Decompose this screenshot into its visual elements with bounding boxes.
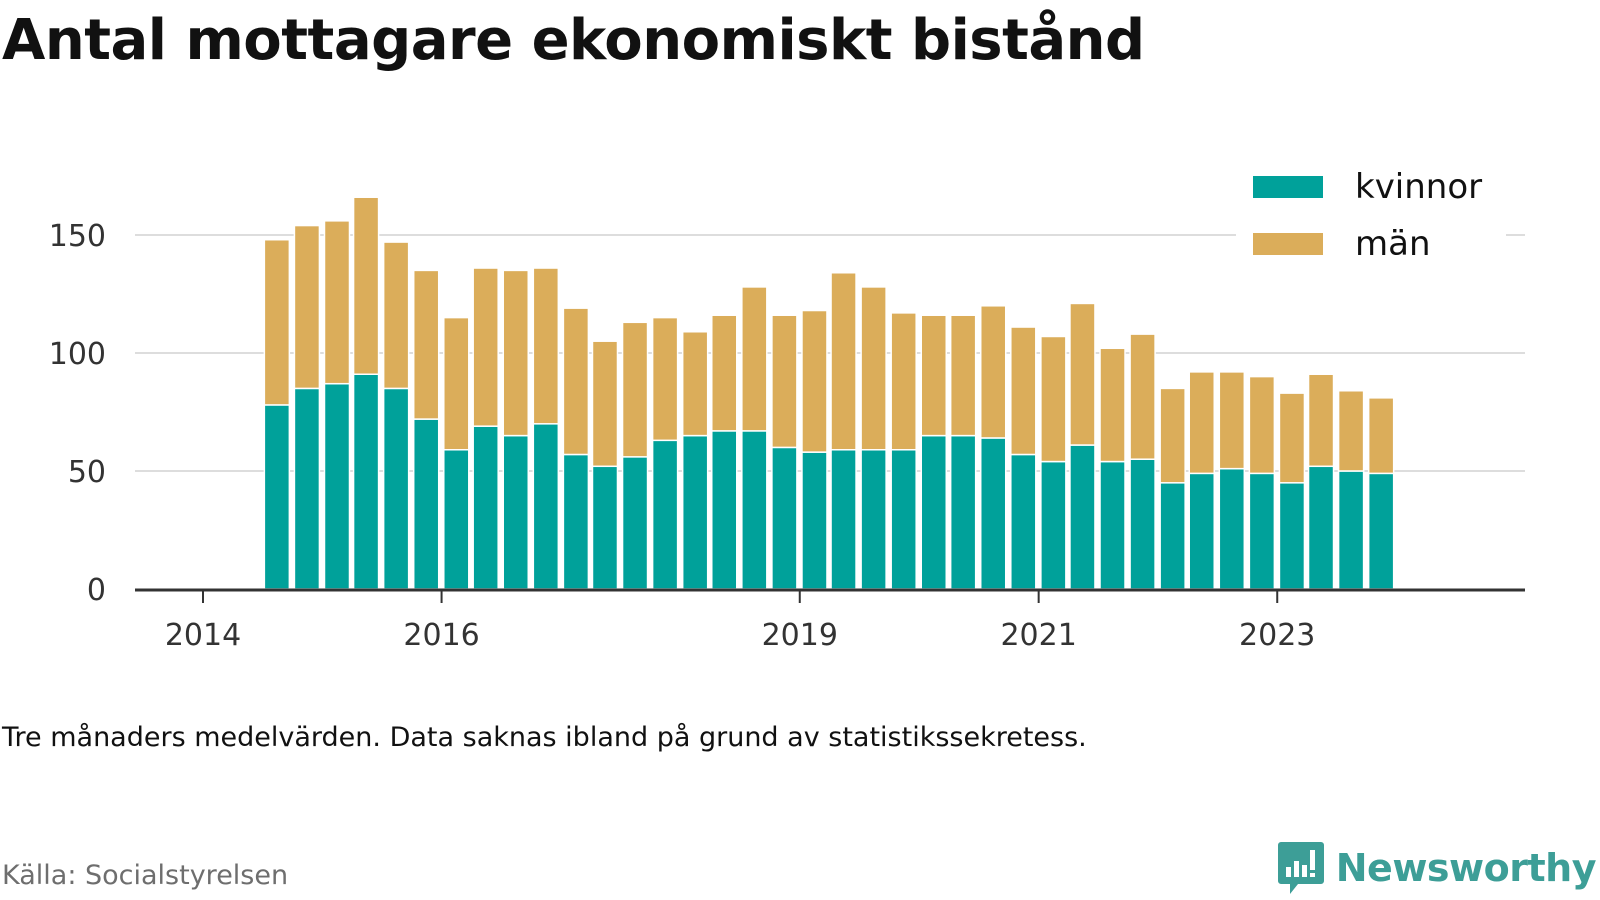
bar-mn-2017-Q2 xyxy=(591,340,619,468)
bar-kvinnor-2017-Q4 xyxy=(651,439,679,590)
bar-mn-2023-Q1 xyxy=(1278,392,1306,484)
bar-kvinnor-2017-Q1 xyxy=(562,453,590,590)
bar-mn-2014-Q4 xyxy=(293,224,321,390)
bar-mn-2021-Q3 xyxy=(1099,347,1126,463)
bar-mn-2019-Q2 xyxy=(830,272,857,451)
chart-note: Tre månaders medelvärden. Data saknas ib… xyxy=(2,722,1087,753)
bar-mn-2023-Q2 xyxy=(1307,373,1335,468)
bar-mn-2017-Q4 xyxy=(651,316,679,442)
bar-kvinnor-2016-Q2 xyxy=(472,425,499,590)
bar-kvinnor-2022-Q3 xyxy=(1218,467,1246,590)
bar-kvinnor-2016-Q3 xyxy=(502,434,530,590)
bar-mn-2022-Q2 xyxy=(1188,371,1215,475)
bar-mn-2022-Q1 xyxy=(1159,387,1186,484)
x-tick-label: 2021 xyxy=(1000,618,1076,653)
bar-mn-2018-Q3 xyxy=(741,286,768,432)
bar-kvinnor-2016-Q4 xyxy=(532,423,560,590)
bar-mn-2021-Q1 xyxy=(1040,335,1067,463)
bar-kvinnor-2021-Q1 xyxy=(1040,460,1067,590)
bar-mn-2020-Q4 xyxy=(1010,326,1037,456)
bar-mn-2020-Q2 xyxy=(949,314,977,437)
brand-logo: Newsworthy xyxy=(1276,838,1597,898)
bars xyxy=(263,196,1395,590)
bar-kvinnor-2015-Q4 xyxy=(412,418,440,590)
bar-mn-2019-Q1 xyxy=(801,309,828,453)
bar-mn-2021-Q4 xyxy=(1129,333,1156,460)
bar-kvinnor-2015-Q2 xyxy=(352,373,380,590)
bar-kvinnor-2020-Q1 xyxy=(920,434,948,590)
bar-mn-2022-Q4 xyxy=(1248,375,1276,475)
bar-kvinnor-2017-Q2 xyxy=(591,465,619,590)
bar-kvinnor-2023-Q1 xyxy=(1278,482,1306,590)
bar-mn-2023-Q4 xyxy=(1367,397,1395,475)
y-tick-label: 0 xyxy=(87,573,106,608)
bar-mn-2015-Q4 xyxy=(412,269,440,420)
bar-kvinnor-2015-Q1 xyxy=(323,382,351,590)
x-tick-label: 2016 xyxy=(403,618,479,653)
source-credit: Källa: Socialstyrelsen xyxy=(2,860,289,891)
bar-kvinnor-2021-Q3 xyxy=(1099,460,1126,590)
bar-mn-2022-Q3 xyxy=(1218,371,1246,470)
bar-kvinnor-2023-Q3 xyxy=(1337,470,1365,590)
bar-mn-2016-Q3 xyxy=(502,269,530,437)
bar-kvinnor-2023-Q4 xyxy=(1367,472,1395,590)
bar-kvinnor-2019-Q2 xyxy=(830,449,857,590)
legend-swatch-mn xyxy=(1253,233,1323,255)
bar-mn-2017-Q1 xyxy=(562,307,590,456)
bar-mn-2018-Q2 xyxy=(711,314,738,432)
legend: kvinnor män xyxy=(1236,160,1506,275)
bar-kvinnor-2018-Q1 xyxy=(681,434,709,590)
bar-mn-2015-Q2 xyxy=(352,196,380,375)
bar-kvinnor-2022-Q4 xyxy=(1248,472,1276,590)
newsworthy-logo-icon xyxy=(1277,842,1324,894)
bar-kvinnor-2019-Q3 xyxy=(860,449,887,590)
bar-mn-2019-Q4 xyxy=(890,312,917,451)
bar-mn-2016-Q1 xyxy=(443,316,470,451)
x-tick-label: 2023 xyxy=(1239,618,1315,653)
bar-mn-2016-Q2 xyxy=(472,267,499,427)
bar-mn-2015-Q1 xyxy=(323,220,351,385)
bar-mn-2021-Q2 xyxy=(1069,302,1096,446)
bar-kvinnor-2020-Q2 xyxy=(949,434,977,590)
bar-kvinnor-2018-Q3 xyxy=(741,430,768,590)
chart-title: Antal mottagare ekonomiskt bistånd xyxy=(2,8,1145,73)
bar-kvinnor-2020-Q3 xyxy=(979,437,1007,590)
legend-label: män xyxy=(1355,224,1431,264)
bar-mn-2019-Q3 xyxy=(860,286,887,451)
y-tick-label: 150 xyxy=(49,219,106,254)
legend-swatch-kvinnor xyxy=(1253,176,1323,198)
bar-kvinnor-2018-Q4 xyxy=(771,446,798,590)
bar-kvinnor-2015-Q3 xyxy=(382,387,410,590)
bar-kvinnor-2022-Q2 xyxy=(1188,472,1215,590)
bar-kvinnor-2018-Q2 xyxy=(711,430,738,590)
bar-kvinnor-2021-Q4 xyxy=(1129,458,1156,590)
bar-kvinnor-2019-Q4 xyxy=(890,449,917,590)
bar-mn-2016-Q4 xyxy=(532,267,560,425)
x-tick-label: 2019 xyxy=(762,618,838,653)
bar-mn-2018-Q1 xyxy=(681,331,709,437)
bar-kvinnor-2019-Q1 xyxy=(801,451,828,590)
bar-mn-2017-Q3 xyxy=(621,321,649,458)
brand-name: Newsworthy xyxy=(1335,846,1597,890)
bar-mn-2020-Q1 xyxy=(920,314,948,437)
bar-kvinnor-2016-Q1 xyxy=(443,449,470,590)
axes: 0 50 100 150 2014 2016 2019 2021 2023 xyxy=(49,219,1525,653)
y-tick-label: 50 xyxy=(68,455,106,490)
bar-kvinnor-2023-Q2 xyxy=(1307,465,1335,590)
bar-kvinnor-2014-Q3 xyxy=(263,404,291,590)
bar-mn-2018-Q4 xyxy=(771,314,798,449)
bar-kvinnor-2020-Q4 xyxy=(1010,453,1037,590)
bar-mn-2015-Q3 xyxy=(382,241,410,390)
bar-kvinnor-2021-Q2 xyxy=(1069,444,1096,590)
bar-kvinnor-2017-Q3 xyxy=(621,456,649,590)
bar-kvinnor-2022-Q1 xyxy=(1159,482,1186,590)
bar-kvinnor-2014-Q4 xyxy=(293,387,321,590)
y-tick-label: 100 xyxy=(49,337,106,372)
bar-mn-2020-Q3 xyxy=(979,305,1007,439)
bar-mn-2014-Q3 xyxy=(263,238,291,406)
x-tick-label: 2014 xyxy=(165,618,241,653)
bar-mn-2023-Q3 xyxy=(1337,390,1365,472)
legend-label: kvinnor xyxy=(1355,167,1482,207)
stacked-bar-chart: 0 50 100 150 2014 2016 2019 2021 2023 kvinnor män xyxy=(48,160,1525,653)
